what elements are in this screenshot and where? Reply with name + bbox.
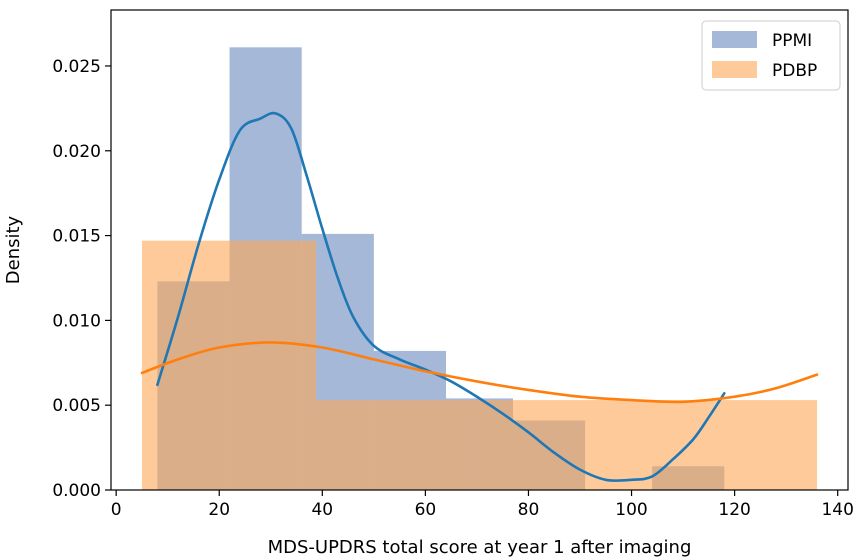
legend-label-ppmi: PPMI <box>772 31 812 51</box>
kde-line-ppmi <box>156 111 726 483</box>
bar-pdbp-1 <box>316 400 475 490</box>
y-tick-label: 0.010 <box>52 311 101 331</box>
y-tick-label: 0.020 <box>52 142 101 162</box>
plot-area <box>140 47 819 491</box>
x-axis-label: MDS-UPDRS total score at year 1 after im… <box>268 537 692 558</box>
axes: 0 20 40 60 80 100 120 140 0.000 0.005 0.010 0.015 0.… <box>3 9 854 558</box>
x-tick-label: 120 <box>718 500 750 520</box>
x-tick-label: 100 <box>615 500 647 520</box>
bar-pdbp-2 <box>474 400 818 490</box>
x-tick-label: 40 <box>311 500 333 520</box>
y-tick-label: 0.015 <box>52 227 101 247</box>
y-axis-label: Density <box>3 215 24 284</box>
y-tick-label: 0.000 <box>52 481 101 501</box>
bar-pdbp-0 <box>141 240 317 490</box>
legend-label-pdbp: PDBP <box>772 61 817 81</box>
y-tick-label: 0.025 <box>52 57 101 77</box>
legend-swatch-pdbp <box>712 61 757 78</box>
legend-swatch-ppmi <box>712 31 757 48</box>
x-tick-label: 80 <box>518 500 540 520</box>
x-tick-label: 0 <box>111 500 122 520</box>
x-tick-label: 20 <box>208 500 230 520</box>
legend: PPMI PDBP <box>701 20 841 91</box>
x-tick-label: 60 <box>415 500 437 520</box>
plot-frame <box>110 9 849 491</box>
kde-line-pdbp <box>140 341 819 404</box>
y-tick-label: 0.005 <box>52 396 101 416</box>
x-tick-label: 140 <box>821 500 853 520</box>
